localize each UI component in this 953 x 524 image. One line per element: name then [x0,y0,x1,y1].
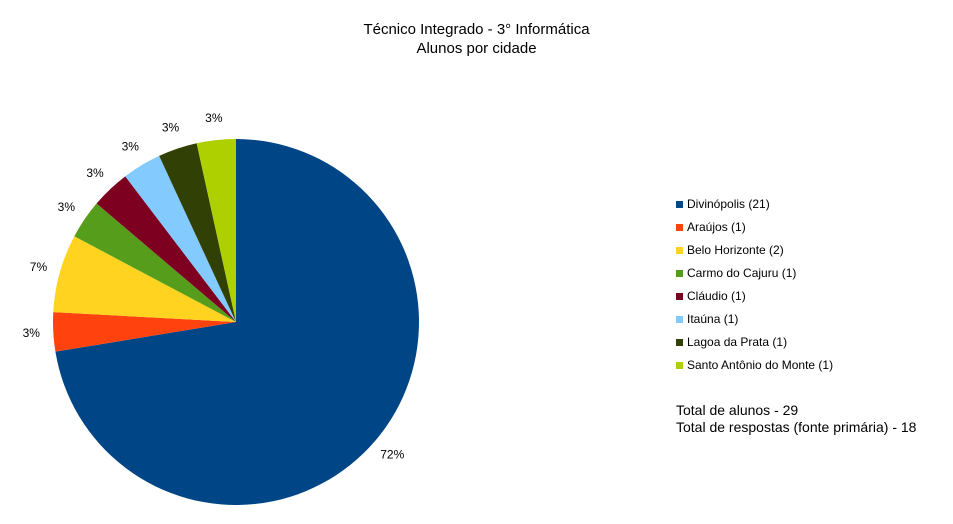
pie-slice-6 [159,143,236,322]
legend-swatch-4 [676,293,683,300]
pie-slice-2 [53,236,236,322]
pie-label-5: 3% [122,139,140,153]
legend: Divinópolis (21) Araújos (1) Belo Horizont… [676,193,833,377]
pie-slice-4 [96,176,236,322]
legend-item-0: Divinópolis (21) [676,193,833,216]
total-students-text: Total de alunos - 29 [676,402,799,418]
legend-label-5: Itaúna (1) [687,312,739,326]
legend-item-7: Santo Antônio do Monte (1) [676,354,833,377]
legend-label-1: Araújos (1) [687,220,746,234]
legend-swatch-3 [676,270,683,277]
legend-item-5: Itaúna (1) [676,308,833,331]
legend-swatch-5 [676,316,683,323]
legend-item-1: Araújos (1) [676,216,833,239]
totals-block: Total de alunos - 29 Total de respostas … [676,402,916,436]
legend-swatch-0 [676,201,683,208]
pie-slice-3 [74,203,237,322]
pie-slice-7 [196,139,236,322]
pie-slice-5 [125,155,236,322]
legend-item-2: Belo Horizonte (2) [676,239,833,262]
legend-label-3: Carmo do Cajuru (1) [687,266,797,280]
legend-item-6: Lagoa da Prata (1) [676,331,833,354]
legend-item-3: Carmo do Cajuru (1) [676,262,833,285]
chart-subtitle: Alunos por cidade [416,40,537,57]
legend-label-4: Cláudio (1) [687,289,746,303]
pie-label-0: 72% [380,448,404,462]
legend-swatch-2 [676,247,683,254]
legend-label-6: Lagoa da Prata (1) [687,335,788,349]
pie-label-1: 3% [23,326,41,340]
legend-label-2: Belo Horizonte (2) [687,243,784,257]
pie-label-2: 7% [30,260,48,274]
legend-swatch-7 [676,362,683,369]
total-responses-text: Total de respostas (fonte primária) - 18 [676,419,917,435]
pie-label-6: 3% [162,121,180,135]
legend-label-0: Divinópolis (21) [687,197,770,211]
legend-item-4: Cláudio (1) [676,285,833,308]
pie-slice-1 [53,312,237,352]
legend-swatch-1 [676,224,683,231]
pie-label-7: 3% [205,111,223,125]
pie-label-3: 3% [58,200,76,214]
legend-label-7: Santo Antônio do Monte (1) [687,358,834,372]
chart-title-line1: Técnico Integrado - 3° Informática [363,21,590,38]
legend-swatch-6 [676,339,683,346]
chart-title: Técnico Integrado - 3° Informática Aluno… [0,20,953,58]
pie-slice-0 [55,139,420,505]
pie-label-4: 3% [86,166,104,180]
